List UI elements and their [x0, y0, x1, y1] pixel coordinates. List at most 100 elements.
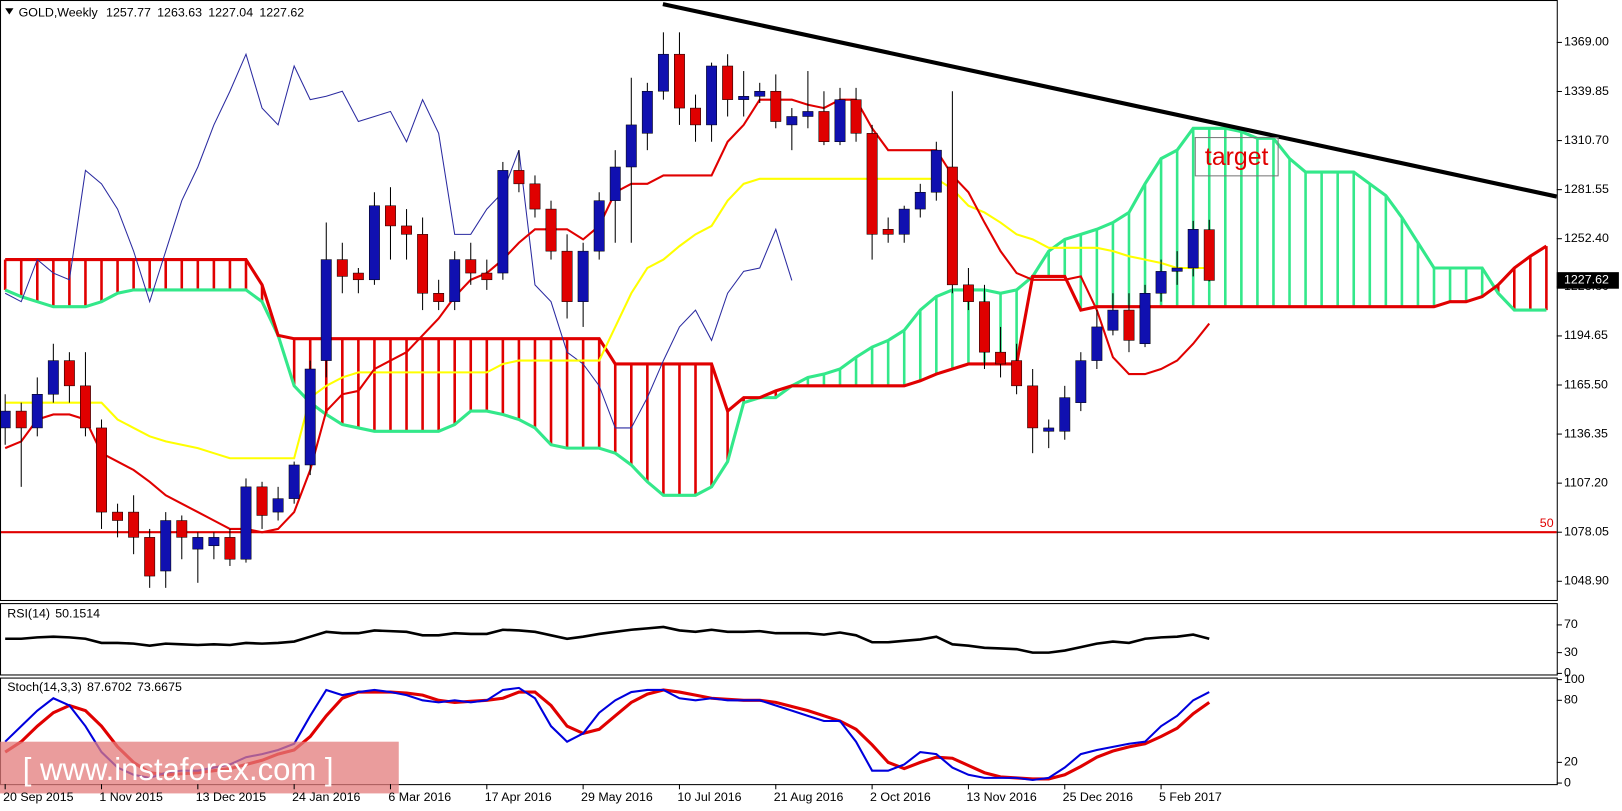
- candle-body: [706, 65, 718, 126]
- candle-body: [609, 166, 621, 201]
- stoch-frame: [0, 677, 1558, 786]
- rsi-frame: [0, 603, 1558, 676]
- y-tick-label: 1048.90: [1564, 574, 1609, 588]
- rsi-value: 50.1514: [55, 607, 100, 621]
- candle-body: [15, 410, 27, 429]
- candle-body: [304, 368, 316, 466]
- candle-body: [561, 250, 573, 302]
- y-tick-label: 1136.35: [1564, 426, 1608, 440]
- candle-body: [802, 111, 814, 117]
- candle-body: [722, 65, 734, 100]
- candle-body: [1123, 309, 1135, 341]
- candle-body: [1203, 229, 1215, 281]
- x-tick-label: 6 Mar 2016: [388, 790, 451, 804]
- candle-body: [529, 183, 541, 210]
- ohlc-open: 1257.77: [106, 6, 151, 20]
- senkou-span-a: [4, 126, 1547, 497]
- x-tick-label: 20 Sep 2015: [3, 790, 74, 804]
- candle-body: [738, 96, 750, 100]
- y-tick-label: 1281.55: [1564, 182, 1609, 196]
- y-tick-label: 1369.00: [1564, 35, 1609, 49]
- candle-body: [128, 511, 140, 538]
- candle-body: [465, 259, 477, 274]
- y-tick-label: 1194.65: [1564, 328, 1608, 342]
- y-tick-label: 1165.50: [1564, 377, 1608, 391]
- y-tick-label: 1339.85: [1564, 84, 1609, 98]
- candle-body: [513, 170, 525, 185]
- candle-body: [47, 360, 59, 395]
- candle-body: [979, 301, 990, 353]
- chart-title: GOLD,Weekly: [19, 6, 99, 20]
- candle-body: [112, 511, 123, 521]
- y-tick-label: 80: [1564, 693, 1578, 707]
- y-tick-label: 0: [1564, 666, 1571, 680]
- watermark-box: [0, 741, 399, 794]
- candle-body: [882, 229, 894, 235]
- candle-body: [866, 133, 878, 235]
- candle-body: [625, 124, 637, 168]
- candle-body: [224, 537, 236, 560]
- candle-body: [898, 208, 910, 235]
- candle-body: [674, 53, 685, 109]
- candle-body: [449, 259, 461, 302]
- stoch-header: Stoch(14,3,3) 87.6702 73.6675: [7, 680, 182, 694]
- price-frame: [0, 0, 1558, 602]
- x-tick-label: 29 May 2016: [581, 790, 653, 804]
- rsi-line: [5, 625, 1210, 654]
- x-tick-label: 1 Nov 2015: [99, 790, 163, 804]
- stoch-title: Stoch(14,3,3): [7, 680, 82, 694]
- x-tick-label: 5 Feb 2017: [1159, 790, 1222, 804]
- candle-body: [1107, 309, 1119, 331]
- candle-body: [690, 107, 701, 126]
- candle-body: [417, 234, 429, 294]
- candle-body: [63, 360, 75, 387]
- rsi-plot: [5, 625, 1210, 654]
- candle-body: [1139, 292, 1151, 345]
- y-tick-label: 1252.40: [1564, 231, 1609, 245]
- candle-body: [1155, 271, 1167, 294]
- x-tick-label: 10 Jul 2016: [677, 790, 741, 804]
- watermark: [ www.instaforex.com ]: [23, 752, 334, 787]
- trend-line: [662, 2, 1558, 199]
- candle-body: [641, 90, 653, 134]
- x-tick-label: 2 Oct 2016: [870, 790, 931, 804]
- candle-body: [754, 90, 766, 97]
- target-label: target: [1205, 144, 1269, 171]
- ohlc-close: 1227.62: [259, 6, 304, 20]
- candle-body: [770, 90, 782, 122]
- candle-body: [1027, 385, 1039, 429]
- stoch-d-value: 73.6675: [137, 680, 182, 694]
- x-tick-label: 24 Jan 2016: [292, 790, 360, 804]
- price-plot: 50: [0, 32, 1557, 588]
- candle-body: [545, 208, 557, 252]
- candle-body: [272, 498, 284, 513]
- candle-body: [1091, 326, 1103, 361]
- candle-body: [1075, 360, 1087, 403]
- candle-body: [96, 427, 107, 513]
- y-tick-label: 30: [1564, 645, 1578, 659]
- candle-body: [1043, 427, 1055, 432]
- y-tick-label: 100: [1564, 672, 1585, 686]
- candle-body: [433, 292, 445, 302]
- senkou-span-b: [5, 244, 1548, 414]
- candle-body: [834, 99, 846, 143]
- candle-body: [352, 272, 364, 281]
- candle-body: [320, 259, 332, 361]
- candle-body: [401, 225, 412, 235]
- x-tick-label: 13 Nov 2016: [966, 790, 1036, 804]
- candle-body: [577, 250, 589, 302]
- candle-body: [192, 537, 204, 550]
- candle-body: [657, 53, 669, 92]
- candle-body: [208, 537, 220, 547]
- last-price-label: 1227.62: [1564, 273, 1609, 287]
- candle-body: [176, 520, 188, 538]
- y-tick-label: 70: [1564, 617, 1578, 631]
- candle-body: [288, 464, 300, 499]
- candle-body: [256, 486, 268, 516]
- x-tick-label: 13 Dec 2015: [196, 790, 266, 804]
- candle-body: [786, 116, 798, 126]
- level-label: 50: [1540, 516, 1554, 530]
